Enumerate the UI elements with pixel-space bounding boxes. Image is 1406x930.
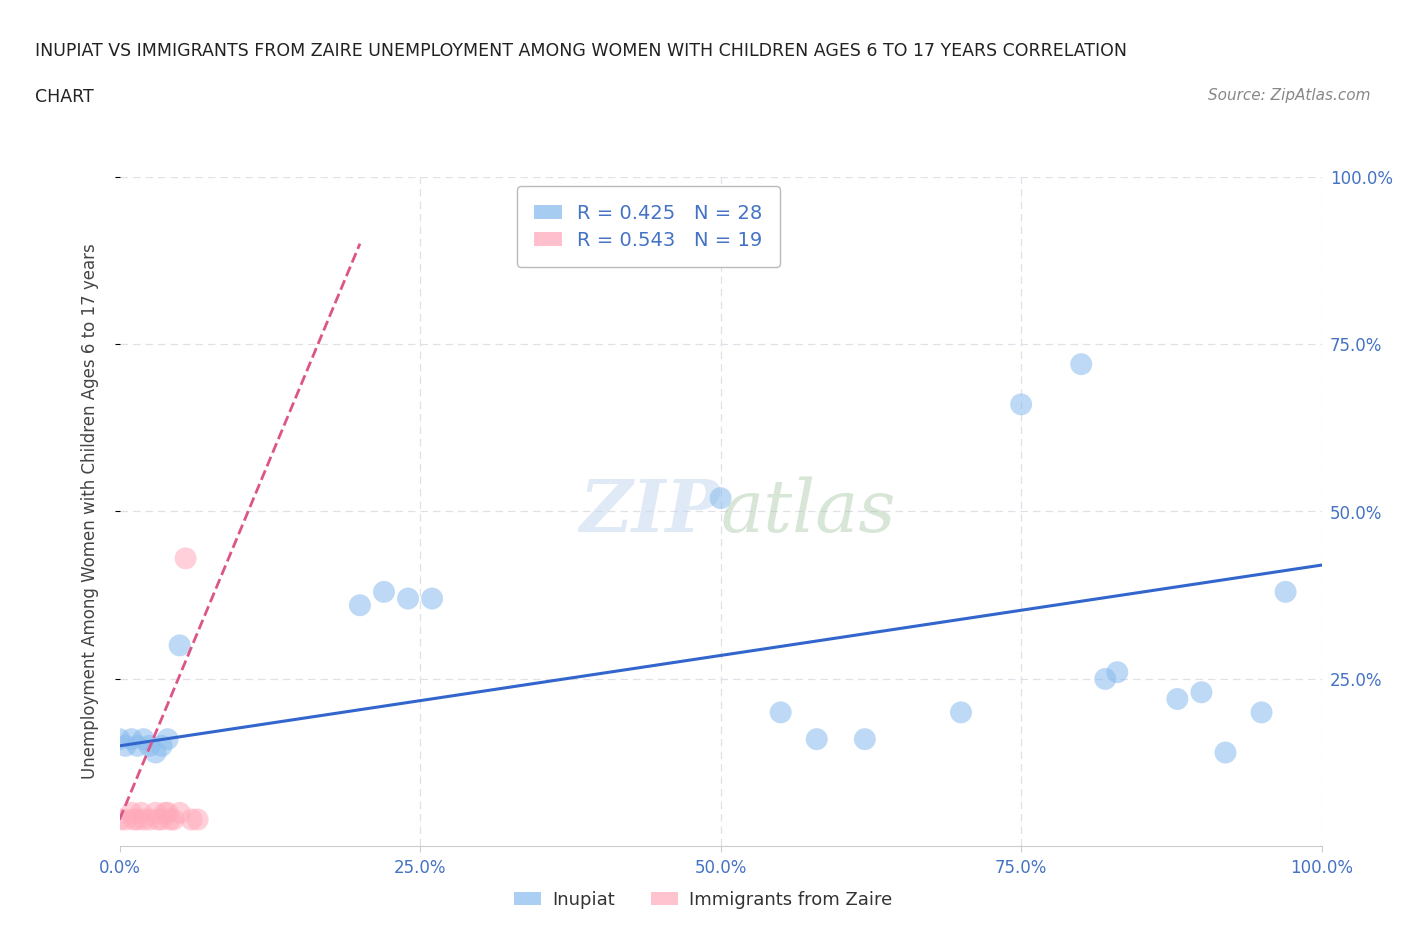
- Point: [1215, 745, 1237, 760]
- Point: [373, 584, 395, 599]
- Point: [349, 598, 371, 613]
- Point: [1250, 705, 1272, 720]
- Point: [1010, 397, 1032, 412]
- Point: [169, 638, 191, 653]
- Point: [1274, 584, 1296, 599]
- Point: [1107, 665, 1129, 680]
- Y-axis label: Unemployment Among Women with Children Ages 6 to 17 years: Unemployment Among Women with Children A…: [80, 244, 98, 779]
- Legend: Inupiat, Immigrants from Zaire: Inupiat, Immigrants from Zaire: [506, 884, 900, 916]
- Point: [122, 812, 145, 827]
- Point: [162, 812, 184, 827]
- Point: [169, 805, 191, 820]
- Point: [420, 591, 443, 606]
- Point: [709, 491, 731, 506]
- Point: [806, 732, 828, 747]
- Point: [108, 812, 131, 827]
- Point: [132, 732, 155, 747]
- Point: [853, 732, 876, 747]
- Point: [150, 812, 173, 827]
- Text: INUPIAT VS IMMIGRANTS FROM ZAIRE UNEMPLOYMENT AMONG WOMEN WITH CHILDREN AGES 6 T: INUPIAT VS IMMIGRANTS FROM ZAIRE UNEMPLO…: [35, 42, 1128, 60]
- Point: [145, 805, 167, 820]
- Point: [174, 551, 197, 565]
- Text: CHART: CHART: [35, 88, 94, 106]
- Point: [949, 705, 972, 720]
- Point: [769, 705, 792, 720]
- Point: [396, 591, 419, 606]
- Point: [1094, 671, 1116, 686]
- Point: [153, 805, 176, 820]
- Point: [132, 812, 155, 827]
- Text: ZIP: ZIP: [579, 476, 720, 547]
- Point: [1189, 684, 1212, 699]
- Point: [127, 738, 149, 753]
- Point: [129, 805, 152, 820]
- Point: [159, 812, 181, 827]
- Point: [138, 812, 160, 827]
- Point: [180, 812, 202, 827]
- Point: [138, 738, 160, 753]
- Point: [156, 732, 179, 747]
- Point: [156, 805, 179, 820]
- Point: [145, 745, 167, 760]
- Point: [150, 738, 173, 753]
- Point: [108, 732, 131, 747]
- Point: [1166, 692, 1188, 707]
- Point: [127, 812, 149, 827]
- Point: [187, 812, 209, 827]
- Legend: R = 0.425   N = 28, R = 0.543   N = 19: R = 0.425 N = 28, R = 0.543 N = 19: [517, 186, 780, 267]
- Text: atlas: atlas: [720, 476, 896, 547]
- Point: [146, 812, 169, 827]
- Point: [114, 738, 136, 753]
- Point: [121, 805, 143, 820]
- Text: Source: ZipAtlas.com: Source: ZipAtlas.com: [1208, 88, 1371, 103]
- Point: [1070, 357, 1092, 372]
- Point: [121, 732, 143, 747]
- Point: [114, 812, 136, 827]
